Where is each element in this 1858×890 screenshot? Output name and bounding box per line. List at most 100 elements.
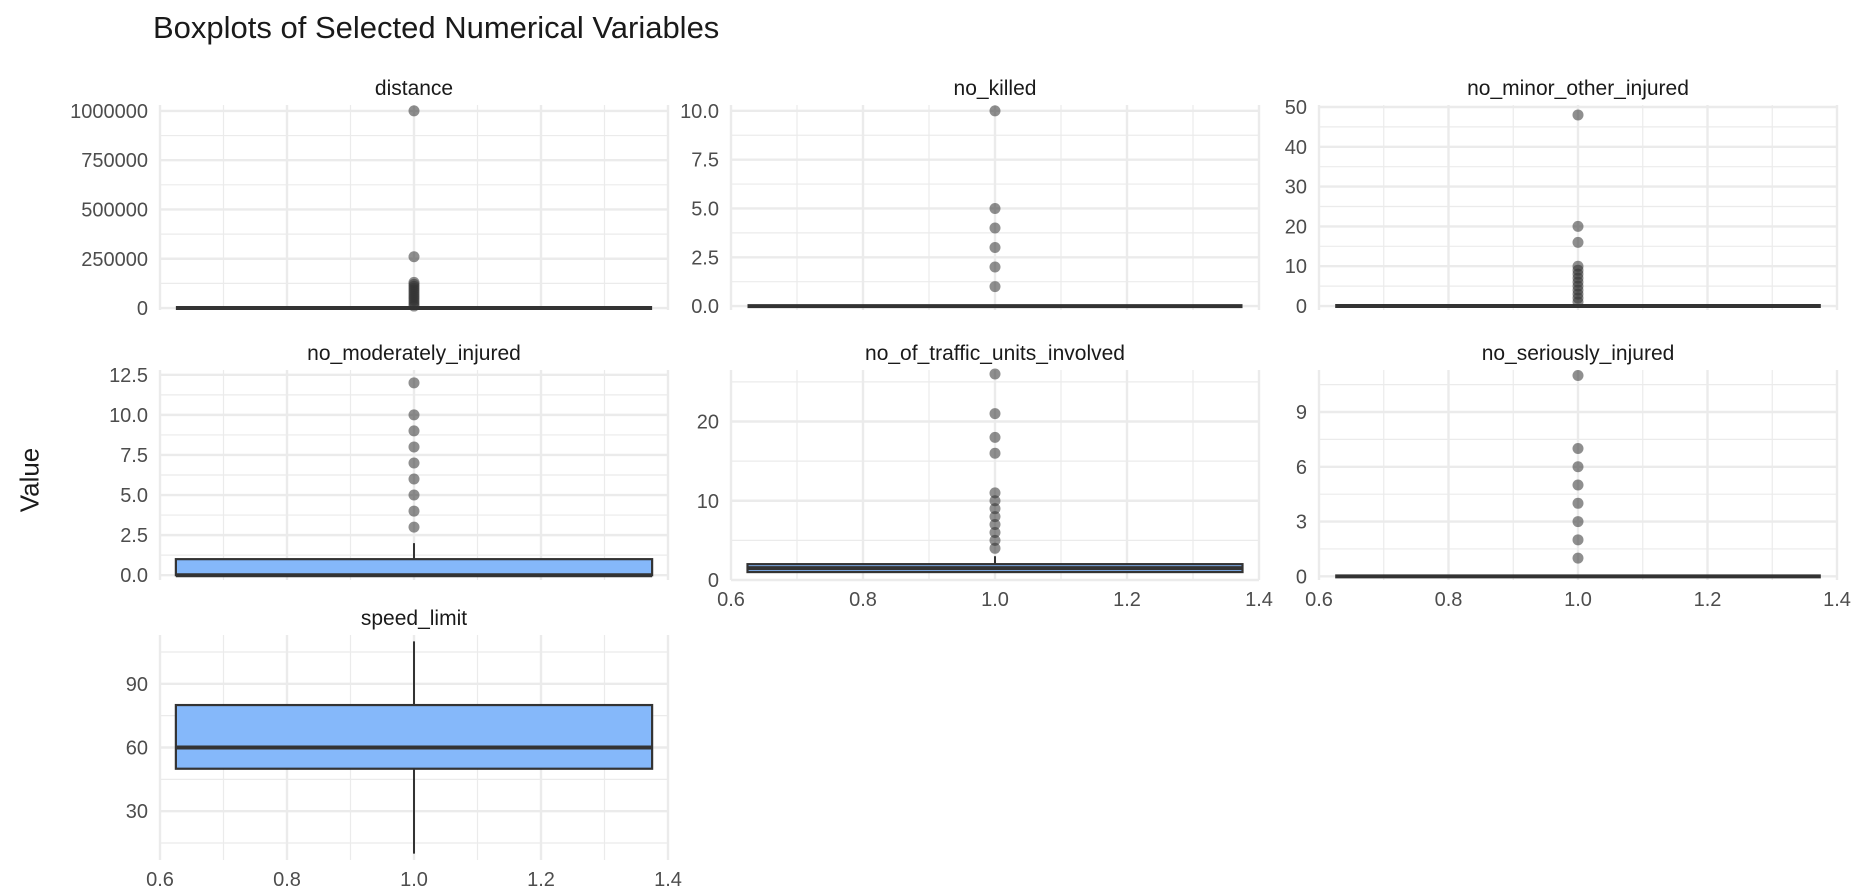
- outlier-point: [1572, 516, 1584, 528]
- y-tick-label: 30: [1285, 177, 1307, 199]
- outlier-point: [408, 489, 420, 501]
- y-tick-label: 20: [697, 412, 719, 434]
- outlier-point: [408, 505, 420, 517]
- y-tick-label: 7.5: [691, 150, 719, 172]
- y-tick-label: 2.5: [691, 247, 719, 269]
- facet-title: no_seriously_injured: [1482, 342, 1675, 365]
- y-tick-label: 0.0: [691, 296, 719, 318]
- y-tick-label: 750000: [81, 150, 148, 172]
- outlier-point: [408, 457, 420, 469]
- outlier-point: [989, 534, 1001, 546]
- outlier-point: [1572, 109, 1584, 121]
- y-tick-label: 3: [1296, 512, 1307, 534]
- outlier-point: [989, 281, 1001, 293]
- outlier-point: [989, 105, 1001, 117]
- y-tick-label: 6: [1296, 457, 1307, 479]
- iqr-box: [174, 558, 654, 577]
- outlier-point: [989, 542, 1001, 554]
- y-tick-label: 10.0: [680, 101, 719, 123]
- outlier-point: [1572, 534, 1584, 546]
- outlier-point: [1572, 552, 1584, 564]
- y-tick-label: 9: [1296, 402, 1307, 424]
- x-tick-label: 0.6: [717, 589, 745, 611]
- facet-no-of-traffic-units-involved: 0.6 0.8 1.0 1.2 1.4 0 10 20 no_of_traffic_units_…: [697, 342, 1273, 611]
- x-tick-label: 1.4: [654, 869, 682, 890]
- outlier-point: [408, 105, 420, 117]
- y-tick-label: 0: [137, 298, 148, 320]
- y-tick-label: 10: [1285, 256, 1307, 278]
- x-tick-label: 0.8: [849, 589, 877, 611]
- facet-title: no_moderately_injured: [307, 342, 521, 365]
- iqr-box: [174, 703, 654, 770]
- outlier-point: [989, 447, 1001, 459]
- outlier-point: [408, 473, 420, 485]
- y-tick-label: 30: [126, 801, 148, 823]
- x-tick-label: 0.6: [1305, 589, 1333, 611]
- y-tick-label: 12.5: [109, 365, 148, 387]
- outlier-point: [989, 503, 1001, 515]
- outlier-point: [408, 300, 420, 312]
- outlier-point: [1572, 497, 1584, 509]
- x-tick-label: 0.8: [1435, 589, 1463, 611]
- facet-title: speed_limit: [361, 607, 467, 630]
- outlier-point: [1572, 296, 1584, 308]
- y-tick-label: 500000: [81, 199, 148, 221]
- facet-no-killed: 0.0 2.5 5.0 7.5 10.0 no_killed: [680, 77, 1261, 318]
- x-tick-label: 0.8: [273, 869, 301, 890]
- y-tick-label: 10: [697, 491, 719, 513]
- outlier-point: [989, 261, 1001, 273]
- y-tick-label: 0: [708, 570, 719, 592]
- y-tick-label: 7.5: [120, 445, 148, 467]
- y-tick-label: 50: [1285, 97, 1307, 119]
- x-tick-label: 1.4: [1823, 589, 1851, 611]
- facet-title: distance: [375, 77, 453, 100]
- outlier-point: [989, 222, 1001, 234]
- y-tick-label: 0: [1296, 566, 1307, 588]
- x-tick-label: 1.4: [1245, 589, 1273, 611]
- x-tick-label: 0.6: [146, 869, 174, 890]
- y-tick-label: 20: [1285, 216, 1307, 238]
- outlier-point: [408, 425, 420, 437]
- outlier-point: [989, 368, 1001, 380]
- facet-title: no_minor_other_injured: [1467, 77, 1689, 100]
- x-tick-label: 1.0: [981, 589, 1009, 611]
- outlier-point: [408, 441, 420, 453]
- outlier-point: [408, 251, 420, 263]
- outlier-point: [989, 487, 1001, 499]
- outlier-point: [1572, 461, 1584, 473]
- outlier-point: [1572, 369, 1584, 381]
- outlier-point: [989, 202, 1001, 214]
- outlier-point: [1572, 479, 1584, 491]
- y-tick-label: 5.0: [691, 198, 719, 220]
- x-tick-label: 1.2: [1694, 589, 1722, 611]
- outlier-point: [1572, 443, 1584, 455]
- outlier-point: [408, 409, 420, 421]
- outlier-point: [989, 242, 1001, 254]
- outlier-point: [989, 526, 1001, 538]
- outlier-point: [1572, 220, 1584, 232]
- facet-no-seriously-injured: 0.6 0.8 1.0 1.2 1.4 0 3 6 9 no_seriously_injured: [1296, 342, 1851, 611]
- y-tick-label: 60: [126, 738, 148, 760]
- outlier-point: [989, 495, 1001, 507]
- y-tick-label: 10.0: [109, 405, 148, 427]
- outlier-point: [1572, 236, 1584, 248]
- x-tick-label: 1.0: [400, 869, 428, 890]
- outlier-point: [989, 431, 1001, 443]
- chart-title: Boxplots of Selected Numerical Variables: [153, 10, 720, 45]
- facet-no-minor-other-injured: 0 10 20 30 40 50 no_minor_other_injured: [1285, 77, 1839, 318]
- y-tick-label: 90: [126, 674, 148, 696]
- outlier-point: [408, 521, 420, 533]
- outlier-point: [408, 377, 420, 389]
- outlier-point: [989, 519, 1001, 531]
- facet-title: no_of_traffic_units_involved: [865, 342, 1125, 365]
- y-tick-label: 5.0: [120, 485, 148, 507]
- outlier-point: [989, 408, 1001, 420]
- x-tick-label: 1.2: [527, 869, 555, 890]
- facet-title: no_killed: [954, 77, 1037, 100]
- y-tick-label: 2.5: [120, 525, 148, 547]
- facet-no-moderately-injured: 0.0 2.5 5.0 7.5 10.0 12.5 no_moderately_injure…: [109, 342, 670, 587]
- facet-distance: 0 250000 500000 750000 1000000 distance: [70, 77, 670, 320]
- facet-speed-limit: 0.6 0.8 1.0 1.2 1.4 30 60 90 speed_limit: [126, 607, 682, 890]
- y-tick-label: 40: [1285, 137, 1307, 159]
